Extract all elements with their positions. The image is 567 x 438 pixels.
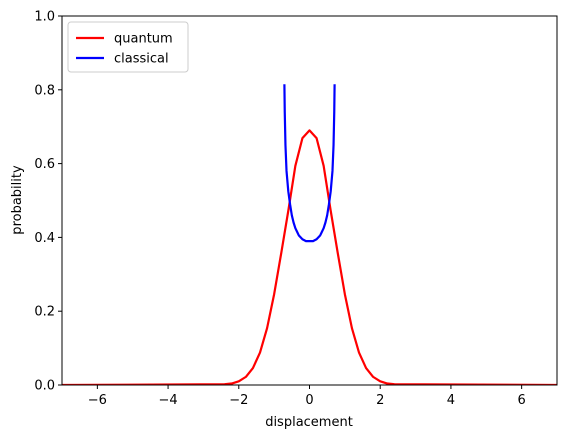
x-axis: −6 −4 −2 0 2 4 6 (88, 385, 526, 408)
y-tick-label: 1.0 (34, 10, 55, 25)
x-tick-label: 2 (376, 393, 384, 408)
x-tick-label: 6 (518, 393, 526, 408)
y-tick-label: 0.4 (34, 231, 55, 246)
y-tick-label: 0.8 (34, 83, 55, 98)
x-tick-label: −2 (229, 393, 248, 408)
y-tick-label: 0.2 (34, 305, 55, 320)
y-axis: 0.0 0.2 0.4 0.6 0.8 1.0 (34, 10, 62, 394)
legend-box (67, 21, 189, 73)
x-tick-label: −4 (158, 393, 177, 408)
series-line-quantum (62, 129, 557, 385)
legend-label-classical: classical (114, 52, 169, 67)
y-axis-label: probability (10, 165, 25, 235)
x-tick-label: 4 (447, 393, 455, 408)
y-tick-label: 0.6 (34, 157, 55, 172)
x-tick-label: −6 (88, 393, 107, 408)
x-axis-label: displacement (265, 415, 353, 430)
y-tick-label: 0.0 (34, 379, 55, 394)
x-tick-label: 0 (305, 393, 313, 408)
legend: quantum classical (67, 21, 189, 73)
legend-label-quantum: quantum (114, 32, 173, 47)
series-line-classical (283, 84, 336, 243)
